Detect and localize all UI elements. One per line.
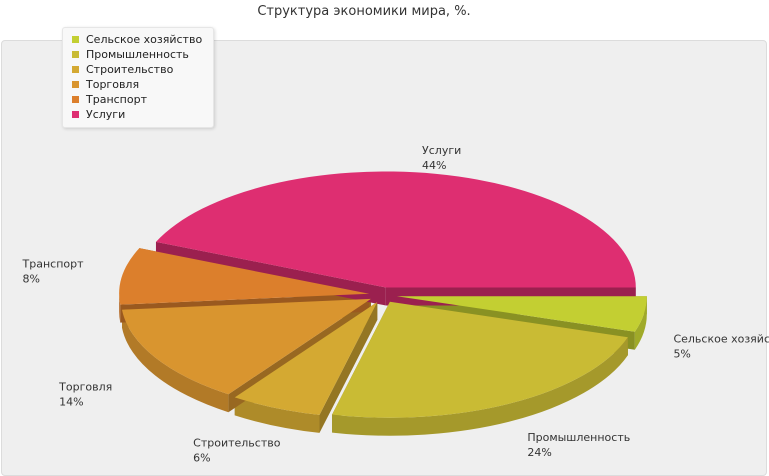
legend-label: Услуги [86,108,126,121]
pie-slice[interactable] [332,301,628,418]
slice-labels: Сельское хозяйство 5% Промышленность 24% Стр… [22,144,769,464]
legend-swatch [72,66,79,73]
slice-value-label: 24% [527,446,551,459]
legend-swatch [72,51,79,58]
slice-value-label: 5% [673,347,690,360]
chart-title: Структура экономики мира, %. [257,4,471,19]
legend-item[interactable]: Транспорт [63,92,213,107]
slice-value-label: 8% [23,273,40,286]
legend-label: Торговля [86,78,140,91]
legend-swatch [72,36,79,43]
legend-swatch [72,96,79,103]
slice-tops [119,171,647,418]
pie-slice[interactable] [121,298,371,395]
slice-category-label: Услуги [422,144,461,157]
legend-item[interactable]: Торговля [63,77,213,92]
slice-rim [634,296,647,350]
legend-label: Транспорт [86,93,147,106]
pie-slice[interactable] [234,302,378,415]
slice-value-label: 6% [193,452,210,465]
slice-rim [332,337,628,436]
legend-item[interactable]: Сельское хозяйство [63,32,213,47]
legend: Сельское хозяйство Промышленность Строител… [62,27,214,128]
pie-slice[interactable] [396,296,647,332]
slice-category-label: Строительство [193,437,281,450]
slice-category-label: Сельское хозяйство [673,332,769,345]
legend-item[interactable]: Промышленность [63,47,213,62]
slice-category-label: Транспорт [22,258,85,271]
legend-swatch [72,111,79,118]
slice-wall [319,302,378,433]
legend-label: Строительство [86,63,174,76]
pie-slice[interactable] [155,171,636,288]
slice-category-label: Промышленность [527,431,630,444]
slice-rim [119,293,121,323]
legend-item[interactable]: Услуги [63,107,213,122]
legend-swatch [72,81,79,88]
slice-value-label: 14% [59,395,83,408]
legend-label: Промышленность [86,48,189,61]
legend-label: Сельское хозяйство [86,33,203,46]
slice-rim [121,309,229,413]
slice-rim [234,397,320,433]
slice-category-label: Торговля [58,380,112,393]
slice-value-label: 44% [422,159,446,172]
legend-item[interactable]: Строительство [63,62,213,77]
pie-slice[interactable] [119,248,370,305]
